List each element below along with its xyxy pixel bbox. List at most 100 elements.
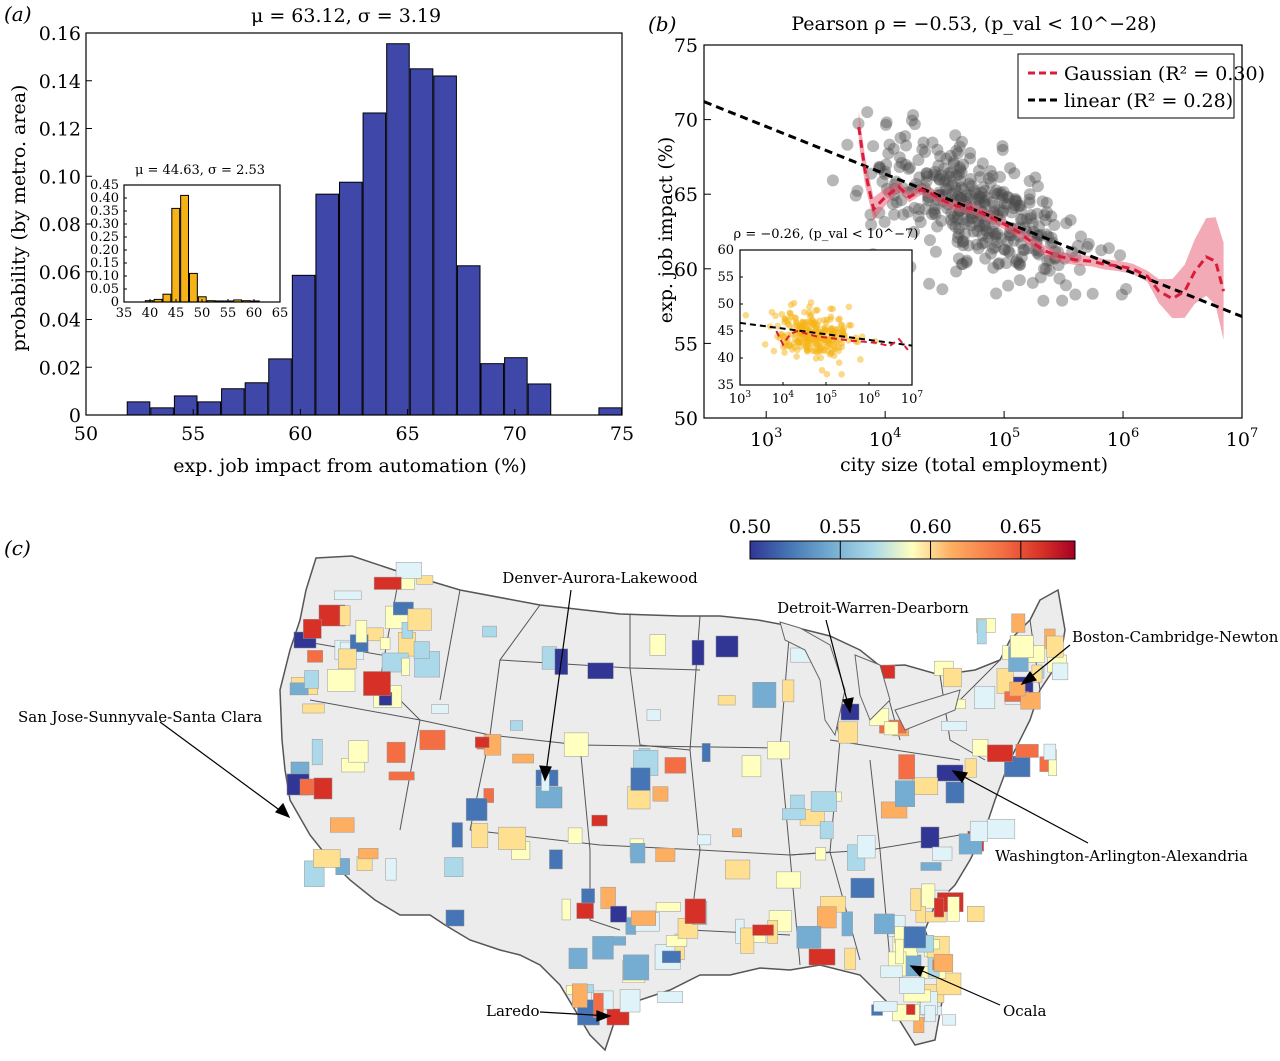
y-tick-label: 60 <box>717 243 734 258</box>
data-point <box>908 201 921 214</box>
data-point <box>979 220 992 233</box>
metro-area <box>912 777 939 795</box>
metro-area <box>880 965 903 978</box>
metro-area <box>541 646 557 670</box>
metro-area <box>815 847 827 861</box>
data-point <box>823 370 831 378</box>
metro-area <box>379 637 391 650</box>
data-point <box>1038 209 1051 222</box>
chart-a-inset-title: μ = 44.63, σ = 2.53 <box>135 163 265 178</box>
data-point <box>951 213 964 226</box>
metro-area <box>413 641 430 659</box>
data-point <box>972 215 985 228</box>
bar-4 <box>221 388 245 416</box>
x-tick-label: 106 <box>858 390 881 407</box>
data-point <box>938 176 951 189</box>
data-point <box>1053 272 1066 285</box>
metro-area <box>355 619 368 643</box>
data-point <box>944 149 957 162</box>
metro-area <box>512 753 534 764</box>
data-point <box>998 197 1011 210</box>
data-point <box>883 138 896 151</box>
legend-label-gaussian: Gaussian (R² = 0.30) <box>1064 63 1265 85</box>
data-point <box>993 257 1006 270</box>
colorbar: 0.50 0.55 0.60 0.65 <box>729 516 1076 560</box>
data-point <box>841 138 854 151</box>
panel-label-c: (c) <box>4 536 31 560</box>
metro-area <box>445 909 465 927</box>
metro-area <box>752 682 777 708</box>
data-point <box>1031 228 1044 241</box>
data-point <box>882 147 895 160</box>
chart-a-title: μ = 63.12, σ = 3.19 <box>251 5 441 27</box>
data-point <box>879 118 892 131</box>
y-tick-label: 0.02 <box>39 357 81 379</box>
data-point <box>1073 263 1086 276</box>
metro-area <box>920 862 942 871</box>
bar-4 <box>180 194 190 303</box>
annotation-boston: Boston-Cambridge-Newton <box>1072 628 1279 646</box>
data-point <box>801 308 808 316</box>
data-point <box>1025 209 1038 222</box>
x-tick-label: 107 <box>1226 426 1258 451</box>
data-point <box>947 211 960 224</box>
metro-area <box>895 780 915 807</box>
metro-area <box>327 669 356 692</box>
y-tick-label: 0.20 <box>90 243 119 258</box>
metro-area <box>976 619 987 645</box>
y-tick-label: 0.30 <box>90 217 119 232</box>
data-point <box>964 189 977 202</box>
data-point <box>887 142 900 155</box>
data-point <box>977 181 990 194</box>
metro-area <box>630 843 646 864</box>
data-point <box>949 129 962 142</box>
chart-b-ylabel: exp. job impact (%) <box>655 137 677 324</box>
metro-area <box>899 977 925 994</box>
x-tick-label: 106 <box>1107 426 1139 451</box>
bar-14 <box>456 265 481 416</box>
bar-12 <box>409 68 434 416</box>
histogram-a: 50 55 60 65 70 75 0 0.02 0.04 0.06 0.08 0.10 0.12 0.1… <box>39 23 634 445</box>
metro-area <box>1011 613 1026 633</box>
scatter-b-inset: 103 104 105 106 107 35 40 45 50 55 60 <box>717 243 923 407</box>
metro-area <box>932 846 953 861</box>
data-point <box>1001 190 1014 203</box>
data-point <box>952 228 965 241</box>
data-point <box>1040 196 1053 209</box>
x-tick-label: 65 <box>396 423 420 445</box>
data-point <box>991 188 1004 201</box>
data-point <box>953 161 966 174</box>
data-point <box>770 347 778 355</box>
data-point <box>1002 245 1015 258</box>
great-lakes <box>779 621 961 737</box>
metro-area <box>482 625 497 638</box>
metro-area <box>752 924 774 936</box>
data-point <box>976 229 989 242</box>
metro-area <box>776 871 801 889</box>
data-point <box>963 177 976 190</box>
data-point <box>778 310 786 318</box>
data-point <box>742 312 750 319</box>
data-point <box>989 241 1002 254</box>
data-point <box>1043 264 1056 277</box>
data-point <box>973 220 986 233</box>
metro-area <box>973 686 996 709</box>
y-tick-label: 55 <box>717 270 734 285</box>
data-point <box>938 162 951 175</box>
metro-area <box>339 605 351 626</box>
data-point <box>899 130 912 143</box>
metro-area <box>549 849 563 870</box>
data-point <box>950 169 963 182</box>
data-point <box>940 182 953 195</box>
data-point <box>955 166 968 179</box>
metro-area <box>451 822 463 848</box>
metro-area <box>1043 743 1057 761</box>
data-point <box>1004 162 1017 175</box>
x-tick-label: 50 <box>74 423 98 445</box>
data-point <box>804 346 811 354</box>
data-point <box>878 168 891 181</box>
metro-area <box>646 709 661 721</box>
y-tick-label: 45 <box>717 324 734 339</box>
data-point <box>781 349 788 356</box>
metro-area <box>568 947 588 969</box>
